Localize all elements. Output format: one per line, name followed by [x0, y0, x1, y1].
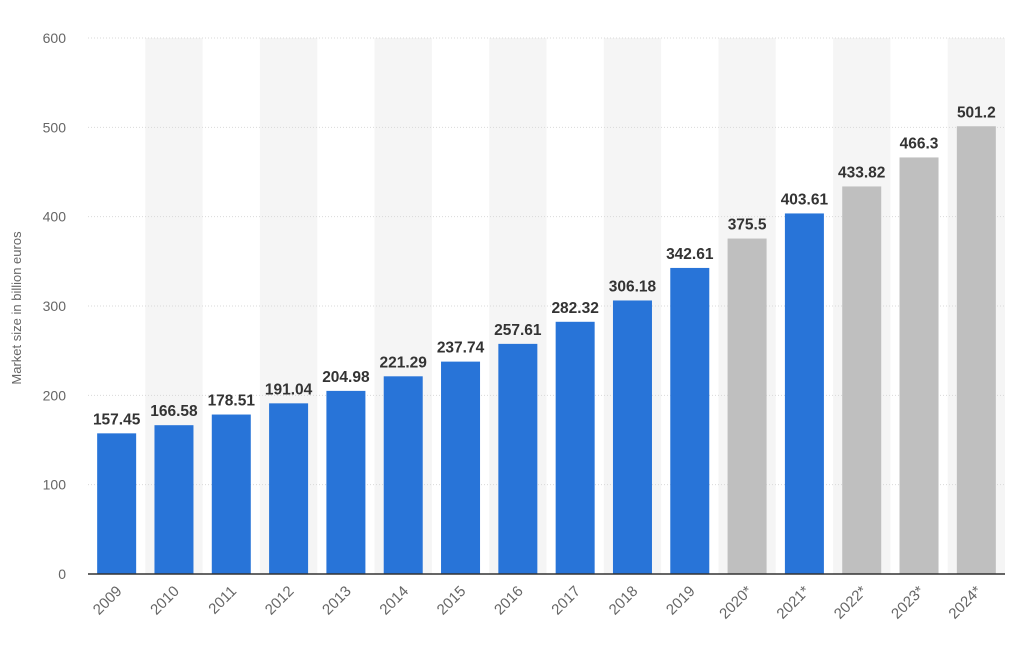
x-tick-label: 2023* [888, 583, 928, 623]
bar [784, 213, 824, 575]
data-labels: 157.45 166.58 178.51 191.04 204.98 221.29 237.… [93, 104, 996, 428]
data-label: 403.61 [781, 191, 829, 208]
y-tick-label: 300 [43, 298, 67, 314]
data-label: 166.58 [150, 403, 198, 420]
bar [383, 376, 423, 574]
x-tick-label: 2024* [945, 583, 985, 623]
x-tick-label: 2013 [319, 583, 355, 619]
bar [498, 343, 538, 574]
bar [727, 238, 767, 574]
y-tick-label: 0 [58, 566, 66, 582]
data-label: 237.74 [437, 340, 485, 357]
data-label: 433.82 [838, 164, 885, 181]
data-label: 342.61 [666, 246, 714, 263]
bar [441, 361, 481, 574]
x-tick-label: 2018 [606, 583, 642, 619]
data-label: 157.45 [93, 411, 141, 428]
y-axis-label: Market size in billion euros [9, 231, 24, 385]
bar [211, 414, 251, 574]
data-label: 466.3 [900, 135, 939, 152]
bar [97, 433, 137, 574]
bar [899, 157, 939, 574]
y-tick-label: 400 [43, 209, 67, 225]
data-label: 375.5 [728, 217, 767, 234]
data-label: 306.18 [609, 278, 657, 295]
data-label: 257.61 [494, 322, 542, 339]
x-tick-label: 2021* [773, 583, 813, 623]
bars [97, 126, 996, 575]
x-tick-label: 2012 [262, 583, 298, 619]
x-tick-label: 2015 [434, 583, 470, 619]
x-tick-label: 2011 [205, 583, 240, 618]
bar [842, 186, 882, 574]
bar [269, 403, 309, 574]
y-tick-label: 200 [43, 387, 67, 403]
x-tick-label: 2009 [90, 583, 126, 619]
bar [956, 126, 996, 575]
y-axis-ticks: 0 100 200 300 400 500 600 [43, 30, 67, 582]
y-tick-label: 600 [43, 30, 67, 46]
x-axis-ticks: 2009 2010 2011 2012 2013 2014 2015 2016 2017 2018… [90, 583, 985, 623]
x-tick-label: 2014 [376, 583, 412, 619]
data-label: 501.2 [957, 104, 996, 121]
y-tick-label: 100 [43, 477, 67, 493]
x-tick-label: 2010 [147, 583, 183, 619]
bar [154, 425, 194, 574]
x-tick-label: 2020* [716, 583, 756, 623]
x-tick-label: 2016 [491, 583, 527, 619]
y-tick-label: 500 [43, 119, 67, 135]
x-tick-label: 2022* [831, 583, 871, 623]
data-label: 191.04 [265, 381, 313, 398]
bar [670, 267, 710, 574]
data-label: 204.98 [322, 369, 370, 386]
x-tick-label: 2017 [548, 583, 584, 619]
data-label: 221.29 [380, 354, 428, 371]
data-label: 282.32 [551, 300, 598, 317]
x-tick-label: 2019 [663, 583, 699, 619]
data-label: 178.51 [208, 393, 256, 410]
bar [326, 390, 366, 574]
bar [555, 321, 595, 574]
bar [612, 300, 652, 574]
